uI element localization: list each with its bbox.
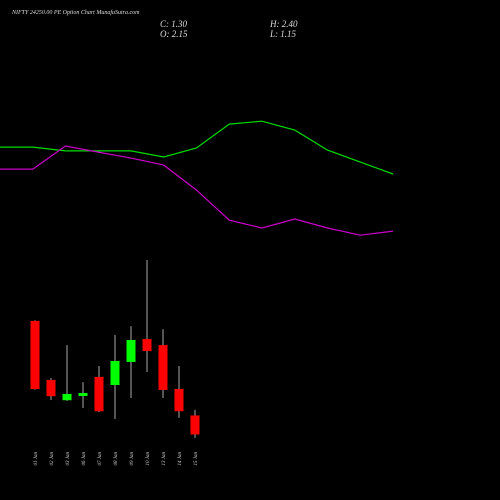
candle-body — [30, 320, 40, 390]
x-tick-label: 09 Jan — [130, 452, 135, 466]
x-tick-label: 07 Jan — [98, 452, 103, 466]
x-tick-label: 06 Jan — [82, 452, 87, 466]
candle-body — [158, 345, 168, 390]
candle-body — [110, 361, 120, 385]
candle-body — [126, 339, 136, 362]
candle-body — [46, 380, 56, 397]
indicator-line — [0, 120, 394, 175]
candle-body — [174, 389, 184, 412]
close-info: C: 1.30 — [160, 19, 188, 29]
candle-body — [94, 376, 104, 412]
candle-body — [62, 393, 72, 401]
x-tick-label: 08 Jan — [114, 452, 119, 466]
x-tick-label: 01 Jan — [34, 452, 39, 466]
x-tick-label: 03 Jan — [66, 452, 71, 466]
x-tick-label: 15 Jan — [194, 452, 199, 466]
x-tick-label: 10 Jan — [146, 452, 151, 466]
indicator-line — [0, 145, 394, 236]
x-tick-label: 14 Jan — [178, 452, 183, 466]
open-info: O: 2.15 — [160, 29, 188, 39]
chart-title: NIFTY 24250.00 PE Option Chart MunafaSut… — [11, 9, 140, 16]
x-tick-label: 02 Jan — [50, 452, 55, 466]
low-info: L: 1.15 — [269, 29, 297, 39]
candle-body — [190, 415, 200, 435]
x-tick-label: 13 Jan — [162, 452, 167, 466]
high-info: H: 2.40 — [269, 19, 298, 29]
candle-body — [142, 339, 152, 351]
candle-body — [78, 393, 88, 396]
